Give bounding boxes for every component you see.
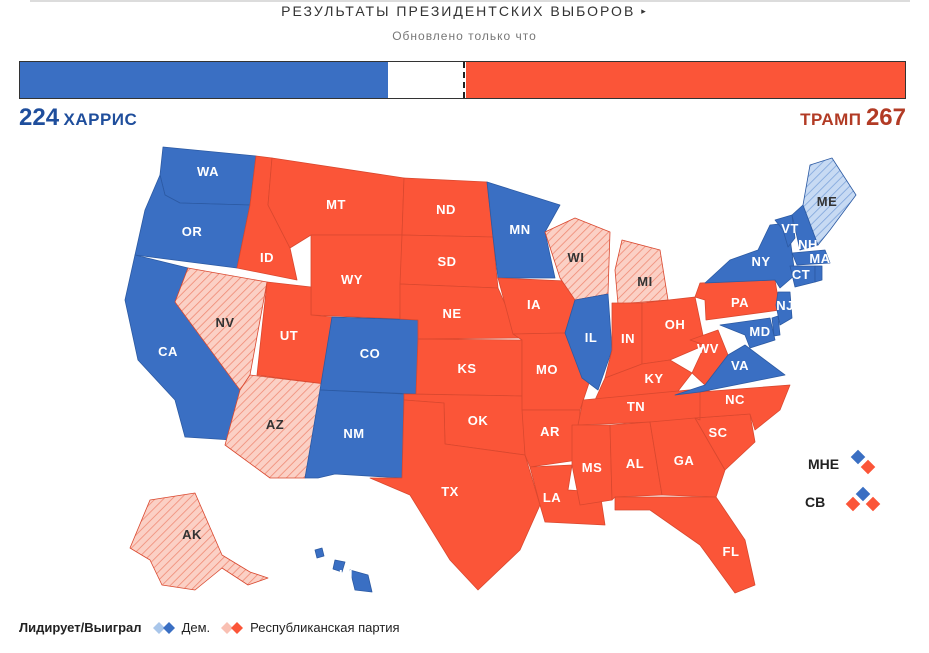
state-label-mi: MI [637, 274, 652, 289]
state-mn[interactable] [486, 181, 561, 279]
state-label-tx: TX [441, 484, 459, 499]
nebraska-district-label: МНЕ [808, 456, 840, 472]
state-label-il: IL [585, 330, 598, 345]
dem-diamond-icon [152, 621, 175, 634]
results-title: РЕЗУЛЬТАТЫ ПРЕЗИДЕНТСКИХ ВЫБОРОВ [281, 3, 636, 19]
rep-tally: ТРАМП 267 [800, 104, 906, 132]
state-label-ia: IA [527, 297, 541, 312]
state-label-fl: FL [723, 544, 740, 559]
dem-vote-bar [20, 62, 389, 98]
state-me[interactable] [802, 157, 857, 246]
state-al[interactable] [609, 421, 663, 501]
state-label-sd: SD [437, 254, 456, 269]
state-vt[interactable] [774, 214, 796, 248]
state-la[interactable] [529, 464, 606, 526]
state-label-nh: NH [798, 237, 818, 252]
state-ar[interactable] [521, 409, 581, 468]
state-label-nd: ND [436, 202, 456, 217]
maine-district-label: СВ [805, 494, 826, 510]
state-label-oh: OH [665, 317, 686, 332]
state-label-nc: NC [725, 392, 745, 407]
state-label-tn: TN [627, 399, 645, 414]
state-label-id: ID [260, 250, 274, 265]
state-tx[interactable] [369, 399, 541, 591]
state-label-pa: PA [731, 295, 749, 310]
state-hi[interactable] [314, 547, 373, 593]
updated-status: Обновлено только что [392, 29, 537, 43]
state-label-nm: NM [343, 426, 364, 441]
state-label-wi: WI [568, 250, 585, 265]
dem-tally: 224 ХАРРИС [19, 104, 137, 132]
rep-diamond-icon [221, 621, 244, 634]
legend-lead-label: Лидирует/Выиграл [19, 620, 142, 635]
state-label-ne: NE [442, 306, 461, 321]
caret-right-icon: ▸ [641, 6, 648, 16]
state-label-va: VA [731, 358, 749, 373]
rep-electoral-votes: 267 [865, 104, 906, 131]
legend-dem-label: Дем. [181, 620, 211, 635]
state-nj[interactable] [775, 291, 793, 326]
electoral-vote-bar [19, 61, 906, 99]
state-label-ar: AR [540, 424, 560, 439]
state-label-ks: KS [457, 361, 476, 376]
state-fl[interactable] [614, 496, 756, 594]
state-label-wy: WY [341, 272, 363, 287]
top-divider [30, 0, 910, 2]
state-label-ma: MA [809, 251, 830, 266]
state-label-az: AZ [266, 417, 284, 432]
state-label-ct: CT [792, 267, 810, 282]
state-ri[interactable] [814, 265, 823, 283]
state-mi[interactable] [614, 239, 669, 305]
state-label-wv: WV [697, 341, 719, 356]
state-label-in: IN [621, 331, 635, 346]
state-va[interactable] [674, 344, 786, 396]
state-ma[interactable] [791, 249, 831, 266]
win-threshold-line [463, 62, 465, 98]
rep-candidate-name: ТРАМП [800, 110, 862, 129]
dem-candidate-name: ХАРРИС [63, 110, 138, 129]
legend-dem: Дем. [152, 620, 211, 635]
state-label-mo: MO [536, 362, 558, 377]
state-label-la: LA [543, 490, 561, 505]
state-label-wa: WA [197, 164, 219, 179]
state-label-md: MD [749, 324, 770, 339]
state-label-ny: NY [751, 254, 770, 269]
state-de[interactable] [771, 315, 781, 337]
state-label-nv: NV [215, 315, 234, 330]
state-label-me: ME [817, 194, 838, 209]
state-label-ms: MS [582, 460, 603, 475]
state-label-co: CO [360, 346, 381, 361]
state-label-ok: OK [468, 413, 489, 428]
state-ms[interactable] [571, 424, 613, 506]
state-nc[interactable] [694, 384, 791, 431]
state-label-ca: CA [158, 344, 178, 359]
state-label-ut: UT [280, 328, 298, 343]
nebraska-district-icon[interactable] [848, 448, 880, 480]
legend-rep: Республиканская партия [220, 620, 400, 635]
state-label-sc: SC [708, 425, 727, 440]
state-label-ak: AK [182, 527, 202, 542]
state-ak[interactable] [129, 492, 269, 591]
state-label-vt: VT [781, 221, 799, 236]
state-label-ga: GA [674, 453, 695, 468]
results-title-link[interactable]: РЕЗУЛЬТАТЫ ПРЕЗИДЕНТСКИХ ВЫБОРОВ ▸ [0, 3, 929, 19]
state-label-mt: MT [326, 197, 346, 212]
state-label-nj: NJ [776, 298, 794, 313]
map-legend: Лидирует/Выиграл Дем. Республиканская па… [19, 620, 410, 635]
legend-rep-label: Республиканская партия [250, 620, 400, 635]
state-label-mn: MN [509, 222, 530, 237]
dem-electoral-votes: 224 [19, 104, 60, 131]
maine-district-icon[interactable] [842, 485, 886, 521]
rep-vote-bar [465, 62, 905, 98]
state-oh[interactable] [641, 296, 706, 365]
state-md[interactable] [719, 317, 776, 349]
state-label-ky: KY [644, 371, 663, 386]
state-label-al: AL [626, 456, 644, 471]
state-label-or: OR [182, 224, 203, 239]
state-label-hi: HI [339, 567, 353, 582]
state-il[interactable] [564, 293, 613, 391]
